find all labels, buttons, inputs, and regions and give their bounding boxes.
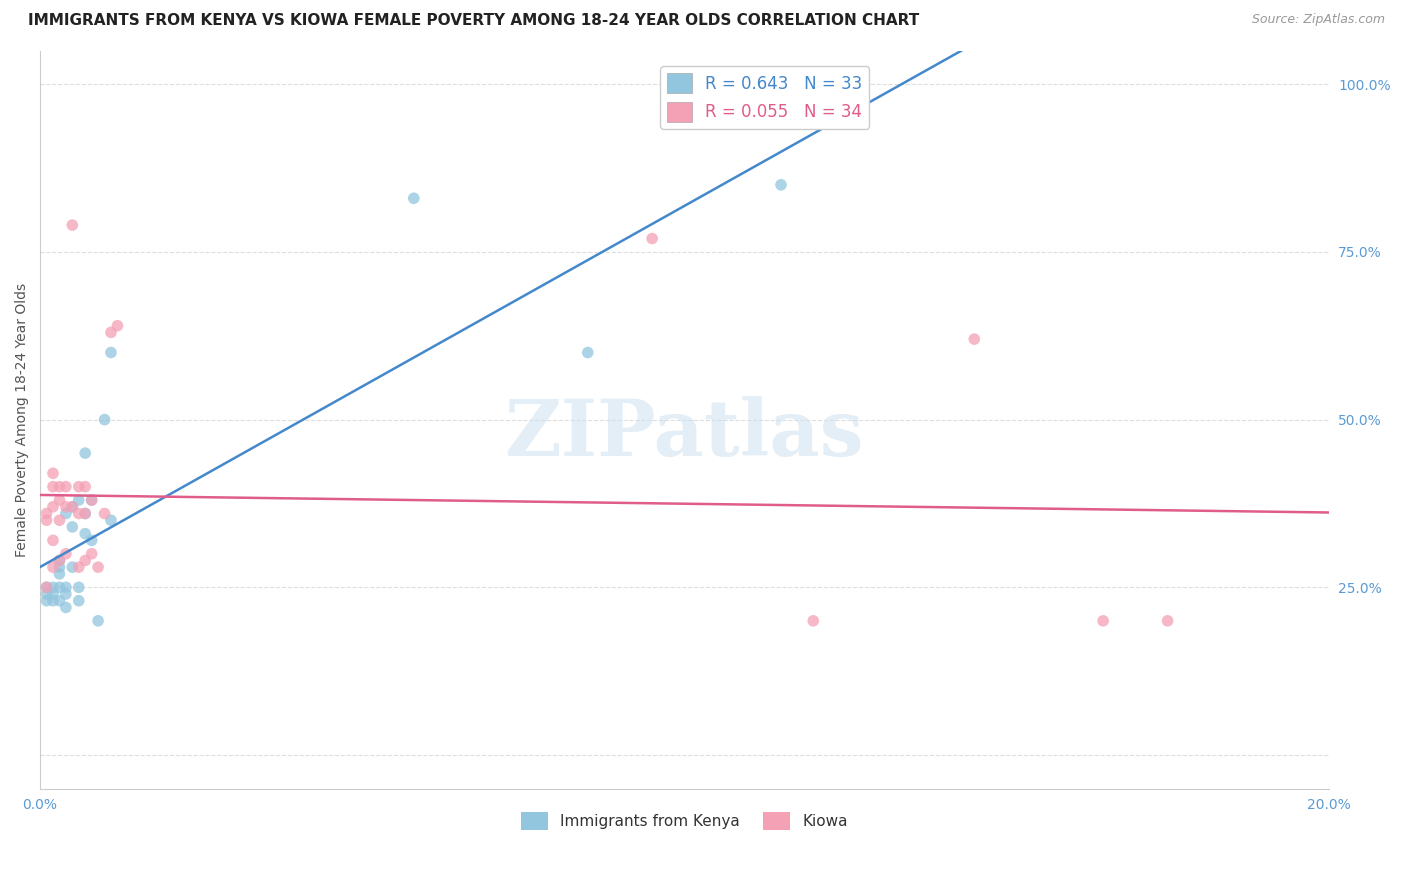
Point [67,593,90,607]
Point [67,507,90,521]
Point [35,513,58,527]
Point [42,593,65,607]
Point [48,593,70,607]
Point [1092,614,1115,628]
Point [35,580,58,594]
Point [75,526,97,541]
Point [67,480,90,494]
Point [42,580,65,594]
Point [35,593,58,607]
Point [1156,614,1178,628]
Point [55,507,77,521]
Point [42,587,65,601]
Point [80,547,103,561]
Point [87,614,110,628]
Point [35,587,58,601]
Point [801,614,824,628]
Point [48,480,70,494]
Point [48,553,70,567]
Point [35,580,58,594]
Point [42,533,65,548]
Point [67,560,90,574]
Point [75,480,97,494]
Point [42,467,65,481]
Point [769,178,792,192]
Point [48,560,70,574]
Point [48,566,70,581]
Y-axis label: Female Poverty Among 18-24 Year Olds: Female Poverty Among 18-24 Year Olds [15,283,30,557]
Point [75,507,97,521]
Point [48,513,70,527]
Point [576,345,599,359]
Point [80,533,103,548]
Point [60,520,83,534]
Point [48,580,70,594]
Point [402,191,425,205]
Point [60,560,83,574]
Point [55,587,77,601]
Point [48,553,70,567]
Point [67,580,90,594]
Point [641,231,664,245]
Point [55,500,77,514]
Point [55,480,77,494]
Point [75,553,97,567]
Point [60,500,83,514]
Point [48,493,70,508]
Point [75,507,97,521]
Point [42,560,65,574]
Legend: Immigrants from Kenya, Kiowa: Immigrants from Kenya, Kiowa [515,806,855,836]
Text: Source: ZipAtlas.com: Source: ZipAtlas.com [1251,13,1385,27]
Text: IMMIGRANTS FROM KENYA VS KIOWA FEMALE POVERTY AMONG 18-24 YEAR OLDS CORRELATION : IMMIGRANTS FROM KENYA VS KIOWA FEMALE PO… [28,13,920,29]
Text: ZIPatlas: ZIPatlas [505,396,865,473]
Point [87,560,110,574]
Point [100,345,122,359]
Point [55,580,77,594]
Point [75,446,97,460]
Point [67,493,90,508]
Point [100,326,122,340]
Point [42,500,65,514]
Point [80,493,103,508]
Point [35,507,58,521]
Point [93,507,115,521]
Point [55,547,77,561]
Point [107,318,129,333]
Point [80,493,103,508]
Point [963,332,986,346]
Point [93,412,115,426]
Point [55,600,77,615]
Point [100,513,122,527]
Point [42,480,65,494]
Point [60,500,83,514]
Point [60,218,83,232]
